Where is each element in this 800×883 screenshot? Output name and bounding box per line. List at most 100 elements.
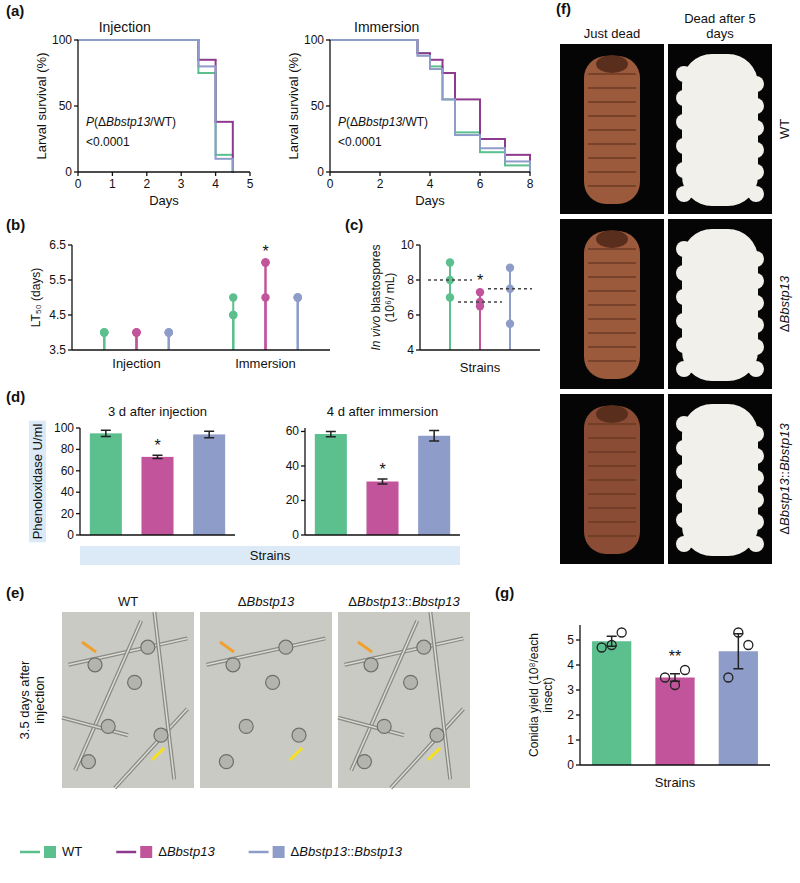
dot <box>476 302 484 310</box>
hypha-core <box>391 709 464 788</box>
mycelium <box>676 138 692 154</box>
x-tick-label: 0 <box>75 177 82 191</box>
hypha-core <box>207 638 326 664</box>
text-run: WT <box>777 119 792 139</box>
survival-step <box>216 121 233 123</box>
median-line <box>428 279 472 281</box>
dot <box>229 293 237 301</box>
text-run: 100 <box>304 33 324 47</box>
text-run: P <box>86 115 94 129</box>
mycelium <box>676 361 692 377</box>
text-run: Δ <box>777 323 792 332</box>
legend-line <box>116 851 136 854</box>
plot-title: Injection <box>99 19 151 35</box>
survival-drop <box>442 66 444 99</box>
micrograph <box>338 612 470 788</box>
text-run: 20 <box>286 493 300 507</box>
y-tick <box>76 534 80 535</box>
y-tick-label: 40 <box>286 459 300 473</box>
survival-step <box>418 52 431 54</box>
dot <box>100 328 108 336</box>
legend-swatch <box>44 846 56 858</box>
plot-area <box>100 258 302 350</box>
survival-step <box>216 158 233 160</box>
x-axis <box>580 764 770 765</box>
hypha <box>338 718 404 736</box>
text-run: * <box>154 437 160 454</box>
replicate-point <box>681 666 690 675</box>
larva <box>584 406 640 554</box>
hemocyte <box>377 719 391 733</box>
text-run: (e) <box>6 584 24 601</box>
y-tick <box>576 639 580 640</box>
text-run: 80 <box>61 442 75 456</box>
larva-head <box>596 55 628 73</box>
panel-letter: (f) <box>556 0 571 17</box>
text-run: Δ <box>158 844 167 859</box>
mycelium <box>676 488 692 504</box>
legend-swatch <box>273 846 285 858</box>
photo <box>668 219 772 389</box>
x-tick-label: 6 <box>477 177 484 191</box>
survival-drop <box>479 135 481 148</box>
text-run: 0 <box>567 758 574 772</box>
dot <box>132 328 140 336</box>
larva-segment <box>588 346 636 348</box>
hypha <box>391 709 464 788</box>
photo <box>560 44 664 214</box>
larva-segment <box>588 262 636 264</box>
text-run: WT <box>62 844 82 859</box>
y-tick <box>68 314 72 315</box>
photo <box>560 219 664 389</box>
arrow <box>152 748 164 760</box>
larva-segment <box>588 157 636 159</box>
text-run: 20 <box>61 507 75 521</box>
significance: * <box>262 243 268 260</box>
y-tick <box>76 427 80 428</box>
y-tick <box>416 279 420 280</box>
dot <box>100 328 108 336</box>
hypha <box>207 638 326 664</box>
dot-stem <box>449 263 451 351</box>
text-line: 3.5 days after <box>17 660 32 739</box>
dot-stem <box>297 298 299 351</box>
text-run: Bbstp13 <box>412 594 460 609</box>
y-axis-title: Phenoloxidase U/ml <box>30 424 45 540</box>
larva-segment <box>588 360 636 362</box>
text-run: 3 <box>178 177 185 191</box>
survival-step <box>430 59 443 61</box>
column-title: ΔBbstp13::Bbstp13 <box>348 594 460 609</box>
dot-stem <box>449 298 451 351</box>
legend-label: ΔBbstp13::Bbstp13 <box>291 844 403 859</box>
plot-title: 3 d after injection <box>108 404 207 419</box>
y-tick-label: 5 <box>567 633 574 647</box>
text-run: Days <box>149 193 179 208</box>
survival-step <box>443 98 456 100</box>
annotation: <0.0001 <box>86 135 130 149</box>
hemocyte <box>417 640 431 654</box>
dot-stem <box>509 268 511 350</box>
hemocyte <box>226 658 240 672</box>
text-run: 0 <box>75 177 82 191</box>
error-bar <box>326 431 336 436</box>
larva-segment <box>588 115 636 117</box>
larva-segment <box>588 101 636 103</box>
hypha-core <box>75 621 141 771</box>
x-tick-label: 0 <box>327 177 334 191</box>
text-run: P <box>338 115 346 129</box>
hemocyte <box>357 755 371 769</box>
survival-step <box>198 59 215 61</box>
y-tick <box>301 431 305 432</box>
group-label: Immersion <box>235 356 296 371</box>
survival-drop <box>529 161 531 172</box>
y-tick-label: 3 <box>567 683 574 697</box>
replicate-point <box>597 643 606 652</box>
text-run: Injection <box>112 356 160 371</box>
significance: * <box>477 272 483 289</box>
dot-stem <box>265 298 267 351</box>
text-line: Just dead <box>584 26 640 41</box>
text-run: ** <box>669 648 681 665</box>
y-tick-label: 4.5 <box>49 308 66 322</box>
legend-label: ΔBbstp13 <box>158 844 215 859</box>
larva-head <box>596 405 628 423</box>
